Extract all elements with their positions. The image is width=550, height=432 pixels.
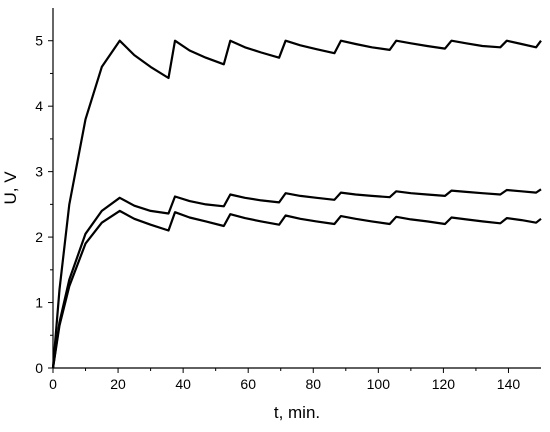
x-tick-label: 20 <box>110 376 126 392</box>
y-axis-label: U, V <box>1 171 20 205</box>
y-tick-label: 0 <box>35 360 43 376</box>
y-tick-label: 2 <box>35 229 43 245</box>
series-line-2 <box>51 188 542 369</box>
x-tick-label: 80 <box>305 376 321 392</box>
y-tick-label: 3 <box>35 164 43 180</box>
x-tick-label: 60 <box>240 376 256 392</box>
series-line-3 <box>51 209 542 369</box>
y-tick-label: 5 <box>35 33 43 49</box>
x-tick-label: 40 <box>175 376 191 392</box>
y-tick-label: 1 <box>35 295 43 311</box>
y-ticks: 0 1 2 3 4 5 <box>35 33 53 376</box>
axes-layer <box>52 8 541 369</box>
y-tick-label: 4 <box>35 98 43 114</box>
x-tick-label: 120 <box>432 376 456 392</box>
x-tick-label: 140 <box>497 376 521 392</box>
x-tick-label: 0 <box>49 376 57 392</box>
x-ticks: 0 20 40 60 80 100 120 140 <box>49 368 520 392</box>
series-layer <box>51 39 542 369</box>
x-tick-label: 100 <box>367 376 391 392</box>
x-axis-label: t, min. <box>274 403 320 422</box>
series-line-1 <box>51 39 542 369</box>
